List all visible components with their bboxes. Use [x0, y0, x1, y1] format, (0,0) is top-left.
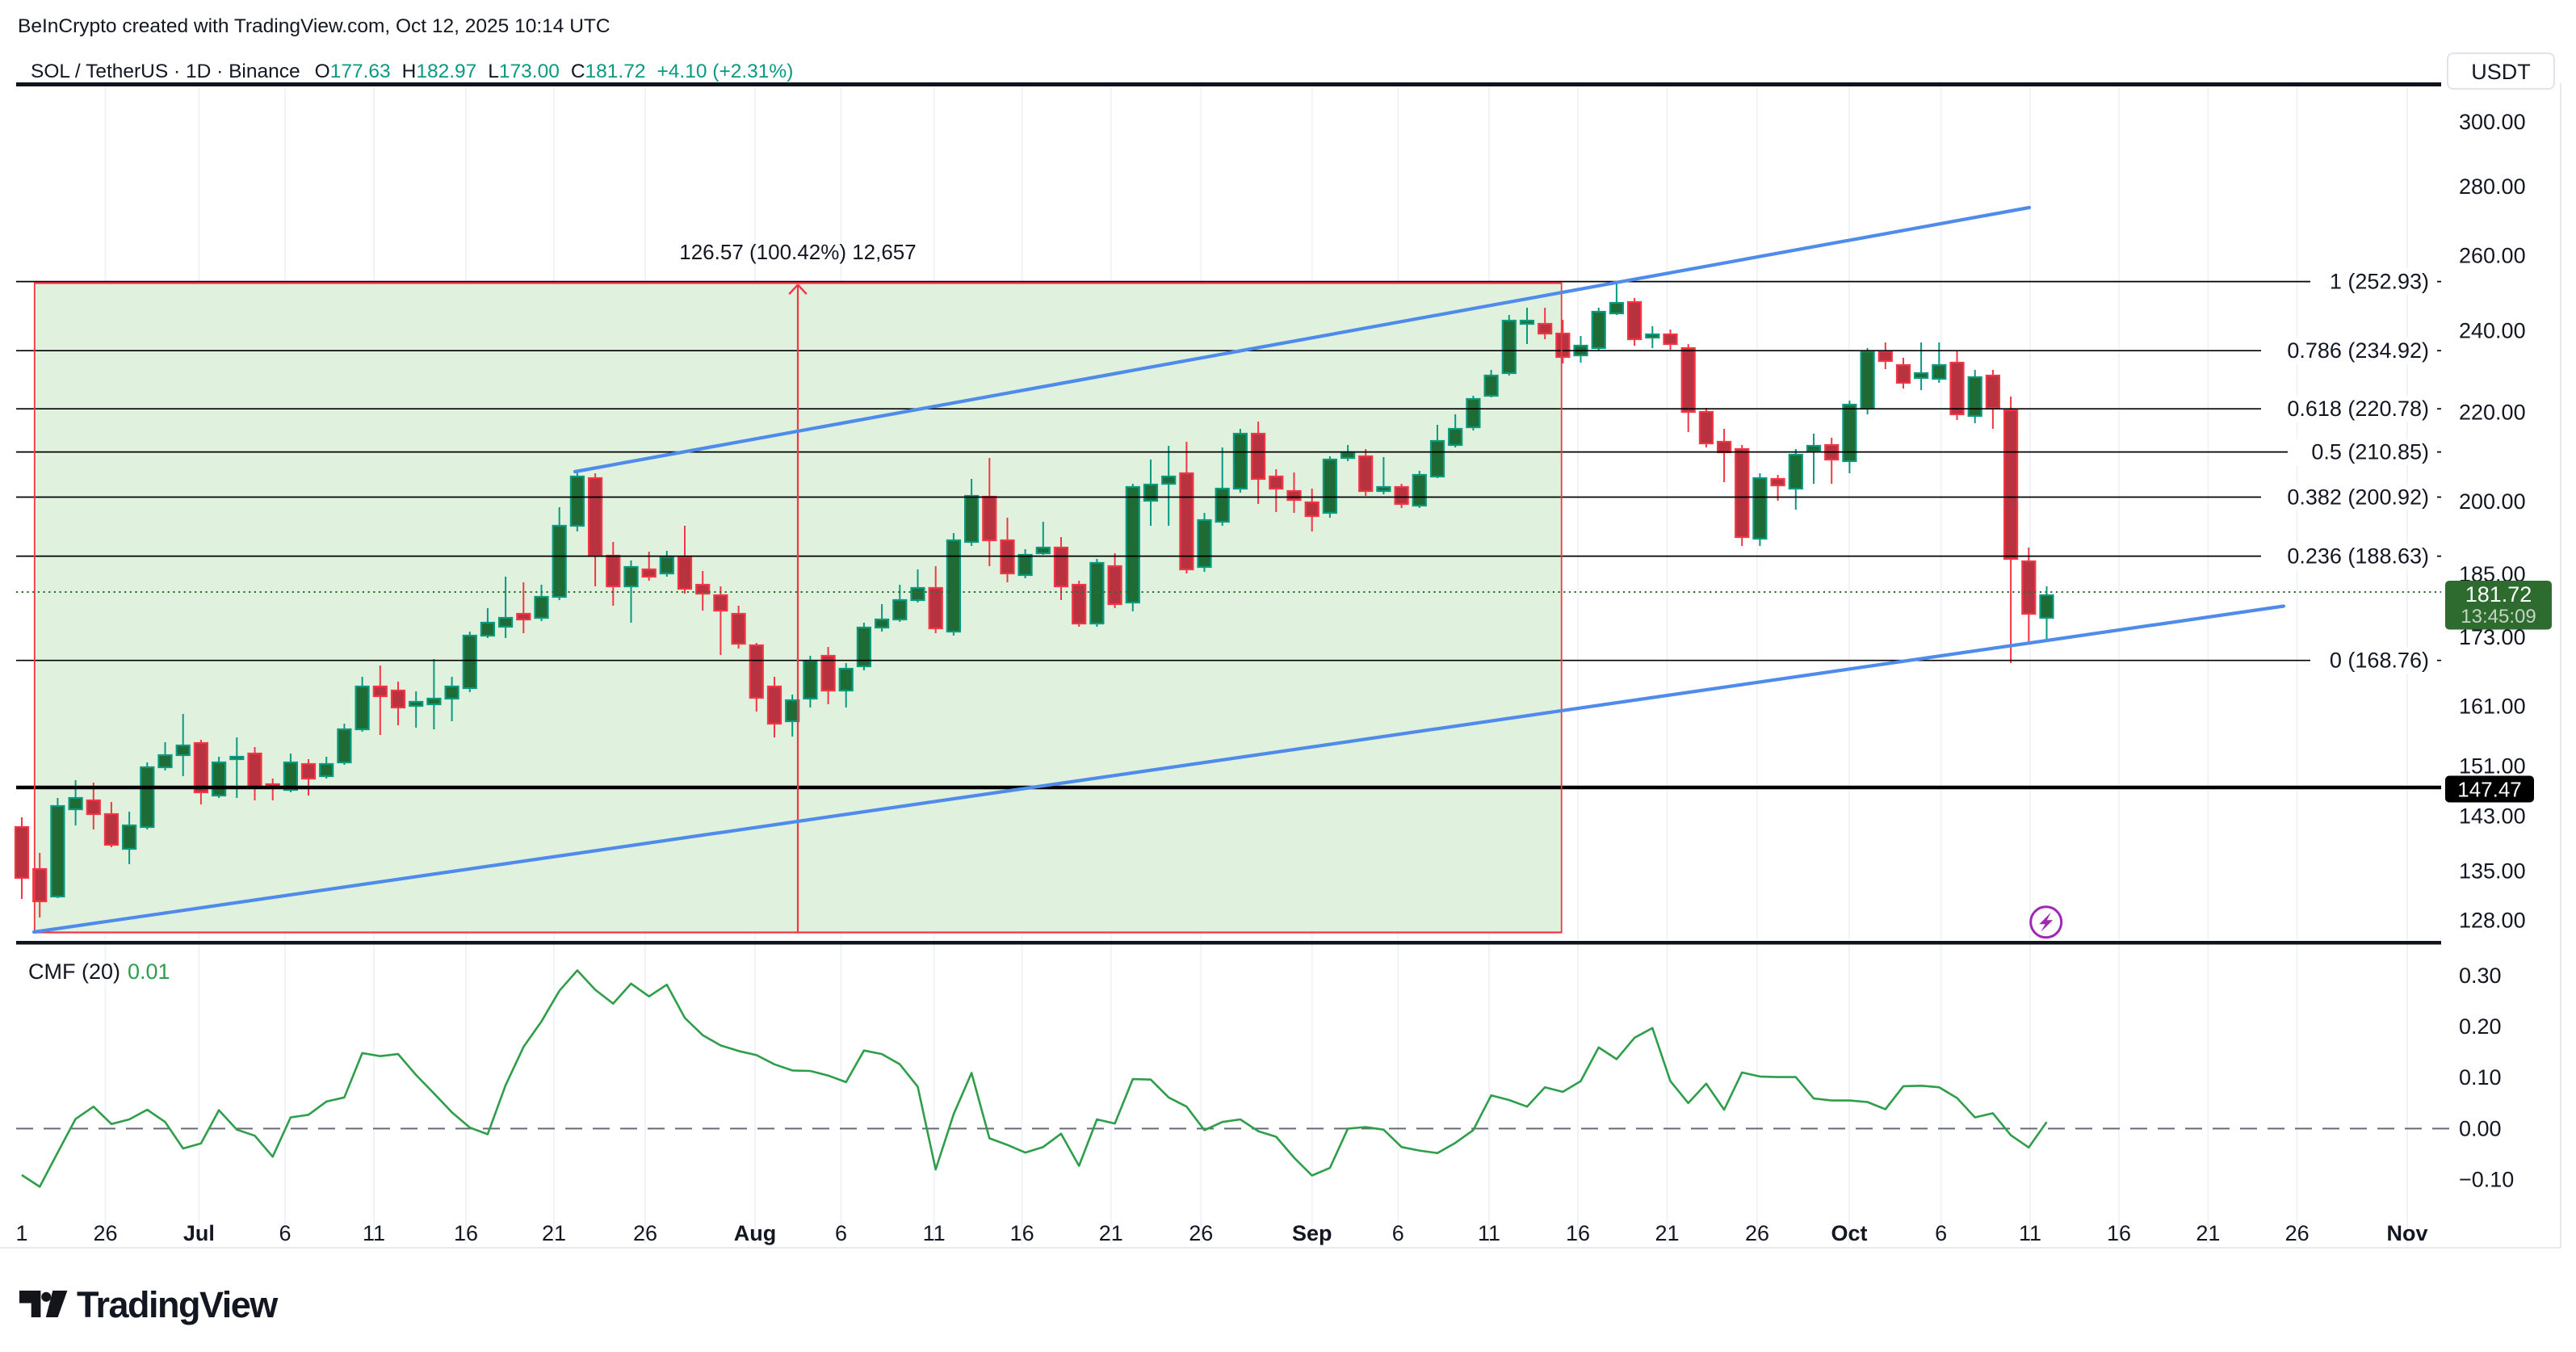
svg-text:26: 26 [1745, 1221, 1769, 1245]
svg-text:1: 1 [15, 1221, 27, 1245]
svg-text:126.57 (100.42%) 12,657: 126.57 (100.42%) 12,657 [679, 240, 916, 264]
svg-text:6: 6 [279, 1221, 291, 1245]
svg-text:21: 21 [1099, 1221, 1123, 1245]
svg-text:Jul: Jul [183, 1221, 215, 1245]
svg-text:USDT: USDT [2471, 60, 2531, 84]
svg-text:11: 11 [2019, 1221, 2041, 1245]
svg-text:0.786 (234.92): 0.786 (234.92) [2287, 338, 2429, 363]
svg-text:161.00: 161.00 [2459, 695, 2526, 719]
svg-text:151.00: 151.00 [2459, 754, 2526, 779]
svg-text:21: 21 [542, 1221, 566, 1245]
svg-text:Oct: Oct [1831, 1221, 1867, 1245]
svg-text:13:45:09: 13:45:09 [2461, 606, 2536, 628]
svg-text:Sep: Sep [1292, 1221, 1332, 1245]
svg-text:240.00: 240.00 [2459, 318, 2526, 342]
svg-text:6: 6 [1935, 1221, 1947, 1245]
svg-text:0.382 (200.92): 0.382 (200.92) [2287, 485, 2429, 510]
svg-text:Aug: Aug [734, 1221, 776, 1245]
svg-text:21: 21 [2196, 1221, 2220, 1245]
svg-text:16: 16 [1566, 1221, 1590, 1245]
svg-text:0.00: 0.00 [2459, 1116, 2502, 1140]
svg-text:6: 6 [835, 1221, 847, 1245]
svg-text:1 (252.93): 1 (252.93) [2330, 270, 2429, 294]
svg-text:6: 6 [1392, 1221, 1404, 1245]
svg-text:BeInCrypto created with Tradin: BeInCrypto created with TradingView.com,… [18, 15, 610, 37]
svg-text:26: 26 [633, 1221, 657, 1245]
svg-text:280.00: 280.00 [2459, 174, 2526, 199]
svg-text:11: 11 [923, 1221, 946, 1245]
svg-text:26: 26 [2285, 1221, 2310, 1245]
svg-text:0.236 (188.63): 0.236 (188.63) [2287, 544, 2429, 569]
svg-text:220.00: 220.00 [2459, 400, 2526, 424]
svg-text:11: 11 [1478, 1221, 1500, 1245]
svg-text:0.5 (210.85): 0.5 (210.85) [2311, 440, 2429, 464]
svg-text:0.618 (220.78): 0.618 (220.78) [2287, 397, 2429, 421]
svg-text:26: 26 [93, 1221, 117, 1245]
svg-text:11: 11 [363, 1221, 385, 1245]
svg-text:181.72: 181.72 [2465, 582, 2532, 607]
svg-text:0.20: 0.20 [2459, 1014, 2502, 1039]
svg-text:Nov: Nov [2386, 1221, 2427, 1245]
svg-text:0.10: 0.10 [2459, 1065, 2502, 1090]
svg-text:CMF (20): CMF (20) [28, 959, 120, 984]
svg-text:16: 16 [1010, 1221, 1034, 1245]
svg-text:16: 16 [454, 1221, 478, 1245]
svg-text:−0.10: −0.10 [2459, 1168, 2514, 1192]
svg-text:300.00: 300.00 [2459, 110, 2526, 134]
svg-text:0.01: 0.01 [128, 959, 170, 984]
svg-text:128.00: 128.00 [2459, 909, 2526, 933]
svg-text:147.47: 147.47 [2457, 778, 2522, 802]
svg-text:21: 21 [1655, 1221, 1679, 1245]
svg-text:200.00: 200.00 [2459, 489, 2526, 514]
svg-text:0.30: 0.30 [2459, 964, 2502, 988]
svg-text:0 (168.76): 0 (168.76) [2330, 649, 2429, 673]
svg-text:TradingView: TradingView [77, 1284, 279, 1325]
svg-text:26: 26 [1189, 1221, 1213, 1245]
svg-text:16: 16 [2107, 1221, 2131, 1245]
svg-text:143.00: 143.00 [2459, 804, 2526, 829]
svg-text:260.00: 260.00 [2459, 244, 2526, 268]
svg-text:135.00: 135.00 [2459, 859, 2526, 884]
